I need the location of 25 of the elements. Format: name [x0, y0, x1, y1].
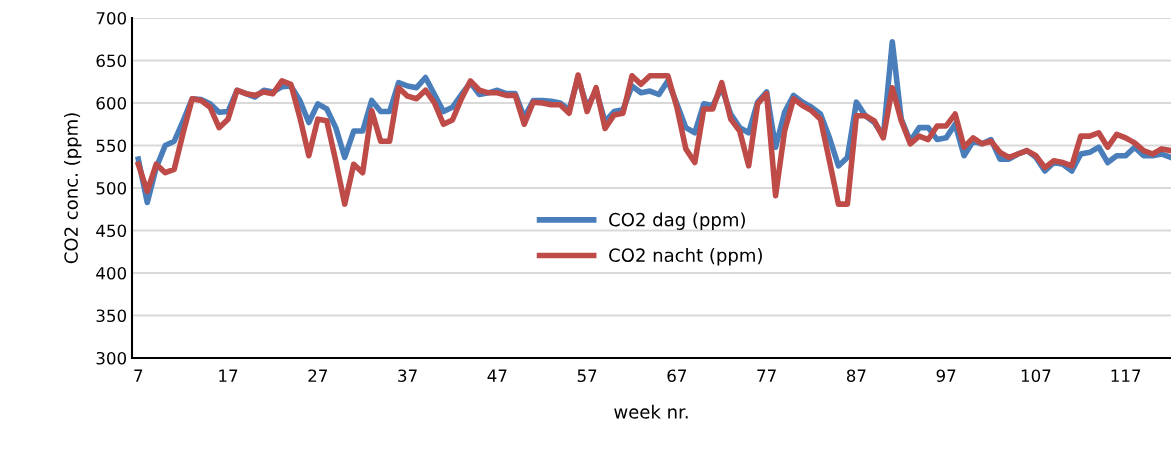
- y-axis-title: CO2 conc. (ppm): [63, 113, 82, 264]
- x-tick-label: 107: [1021, 369, 1051, 383]
- x-tick-label: 57: [577, 369, 597, 383]
- y-tick-label: 500: [96, 181, 127, 195]
- x-tick-label: 77: [757, 369, 776, 382]
- x-tick-label: 17: [219, 369, 238, 382]
- x-tick-label: 27: [308, 369, 327, 382]
- y-tick-label: 450: [96, 224, 127, 238]
- x-tick-label: 47: [487, 369, 507, 382]
- y-tick-label: 350: [96, 309, 127, 323]
- x-tick-label: 7: [134, 369, 143, 382]
- x-tick-label: 97: [936, 369, 956, 383]
- x-tick-label: 37: [398, 369, 417, 383]
- y-tick-label: 400: [96, 266, 127, 280]
- y-tick-label: 700: [96, 11, 127, 25]
- x-axis-title: week nr.: [614, 404, 688, 419]
- x-tick-label: 117: [1111, 369, 1141, 382]
- x-tick-label: 87: [846, 369, 866, 383]
- y-tick-label: 300: [96, 351, 127, 365]
- y-tick-label: 600: [96, 96, 127, 110]
- y-tick-label: 650: [96, 54, 127, 68]
- legend-label: CO2 nacht (ppm): [609, 248, 762, 266]
- x-tick-label: 67: [667, 369, 687, 383]
- y-tick-label: 550: [96, 139, 127, 153]
- legend-label: CO2 dag (ppm): [609, 212, 745, 230]
